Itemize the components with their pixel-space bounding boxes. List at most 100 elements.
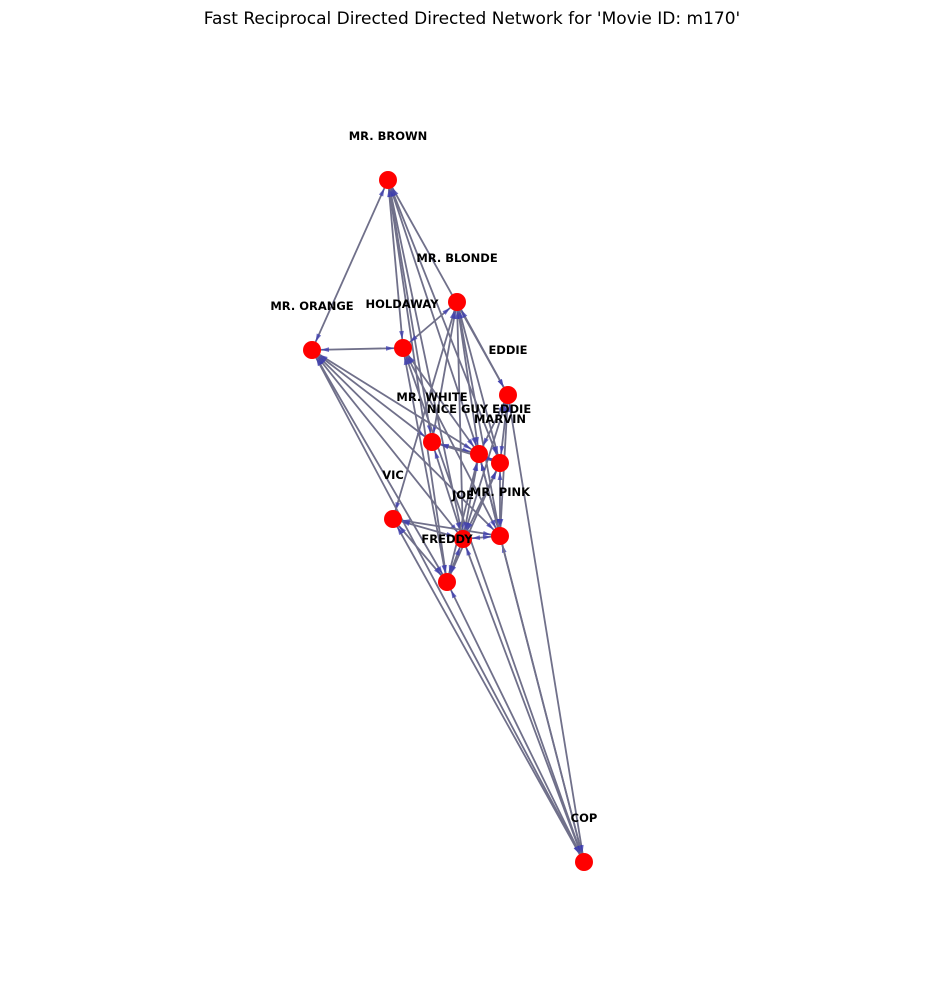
node-nice_guy_eddie bbox=[470, 445, 488, 463]
node-label-nice_guy_eddie: NICE GUY EDDIE bbox=[427, 402, 532, 416]
arrowhead-vic-joe bbox=[445, 532, 455, 537]
arrowhead-mr_pink-joe bbox=[471, 535, 481, 541]
edge-mr_brown-joe bbox=[387, 179, 464, 540]
node-label-marvin: MARVIN bbox=[474, 412, 526, 426]
edge-mr_blonde-mr_pink bbox=[456, 301, 501, 537]
node-holdaway bbox=[394, 339, 412, 357]
arrowhead-holdaway-freddy bbox=[441, 564, 447, 574]
edge-mr_brown-freddy bbox=[387, 179, 448, 583]
arrowhead-mr_pink-eddie bbox=[504, 403, 510, 413]
arrowhead-mr_orange-mr_brown bbox=[378, 188, 385, 197]
arrowhead-mr_brown-nice_guy_eddie bbox=[471, 437, 477, 446]
arrowhead-joe-mr_pink bbox=[482, 534, 492, 540]
edge-eddie-joe bbox=[462, 394, 509, 540]
node-label-vic: VIC bbox=[382, 468, 404, 482]
arrowhead-joe-marvin bbox=[490, 471, 497, 480]
arrowhead-freddy-nice_guy_eddie bbox=[472, 462, 478, 472]
node-cop bbox=[575, 853, 593, 871]
arrowhead-mr_orange-mr_pink bbox=[486, 522, 494, 530]
arrowhead-mr_orange-holdaway bbox=[385, 345, 395, 351]
arrowhead-cop-joe bbox=[466, 547, 472, 556]
edge-mr_orange-mr_white bbox=[311, 349, 433, 443]
edge-freddy-cop bbox=[446, 581, 585, 863]
arrowhead-vic-mr_blonde bbox=[449, 310, 455, 319]
edge-mr_brown-marvin bbox=[387, 179, 501, 464]
labels-group: MR. BROWN MR. BLONDE MR. ORANGE HOLDAWAY EDD… bbox=[270, 129, 597, 825]
edge-eddie-cop bbox=[507, 394, 585, 863]
arrowhead-holdaway-mr_pink bbox=[490, 519, 496, 529]
arrowhead-cop-freddy bbox=[450, 590, 457, 599]
edge-mr_orange-nice_guy_eddie bbox=[311, 349, 480, 455]
arrowhead-freddy-joe bbox=[454, 547, 460, 556]
arrowhead-mr_orange-nice_guy_eddie bbox=[463, 442, 472, 450]
edge-holdaway-nice_guy_eddie bbox=[402, 347, 480, 455]
arrowhead-mr_pink-marvin bbox=[497, 472, 503, 480]
arrowhead-eddie-nice_guy_eddie bbox=[482, 437, 489, 446]
arrowhead-cop-nice_guy_eddie bbox=[480, 462, 486, 472]
node-mr_blonde bbox=[448, 293, 466, 311]
edge-vic-mr_pink bbox=[392, 518, 501, 537]
node-label-freddy: FREDDY bbox=[421, 532, 473, 546]
edge-mr_brown-mr_orange bbox=[311, 179, 389, 351]
node-label-holdaway: HOLDAWAY bbox=[366, 297, 440, 311]
arrowhead-mr_pink-vic bbox=[401, 519, 411, 525]
arrowhead-joe-mr_white bbox=[434, 450, 440, 459]
edge-mr_blonde-marvin bbox=[456, 301, 501, 464]
arrowhead-mr_brown-holdaway bbox=[399, 330, 404, 340]
arrowhead-holdaway-nice_guy_eddie bbox=[467, 438, 474, 447]
arrowhead-nice_guy_eddie-holdaway bbox=[408, 355, 415, 364]
edge-mr_blonde-nice_guy_eddie bbox=[456, 301, 480, 455]
arrowhead-holdaway-mr_blonde bbox=[442, 307, 451, 315]
arrowhead-mr_blonde-eddie bbox=[497, 378, 504, 388]
node-label-mr_brown: MR. BROWN bbox=[349, 129, 428, 143]
arrowhead-mr_blonde-marvin bbox=[493, 445, 498, 455]
nodes-group bbox=[303, 171, 593, 871]
node-vic bbox=[384, 510, 402, 528]
arrowhead-freddy-vic bbox=[398, 525, 406, 534]
edge-mr_blonde-eddie bbox=[456, 301, 509, 396]
node-mr_pink bbox=[491, 527, 509, 545]
node-label-joe: JOE bbox=[451, 488, 474, 502]
node-freddy bbox=[438, 573, 456, 591]
arrowhead-cop-eddie bbox=[508, 403, 514, 413]
arrowhead-nice_guy_eddie-joe bbox=[463, 521, 469, 531]
edge-nice_guy_eddie-cop bbox=[478, 453, 585, 863]
edge-mr_orange-freddy bbox=[311, 349, 448, 583]
arrowhead-mr_blonde-nice_guy_eddie bbox=[474, 436, 479, 446]
arrowhead-mr_brown-mr_orange bbox=[315, 333, 322, 342]
edge-vic-cop bbox=[392, 518, 585, 863]
node-mr_white bbox=[423, 433, 441, 451]
arrowhead-vic-mr_pink bbox=[482, 530, 492, 536]
edges-group bbox=[311, 179, 585, 863]
edge-mr_orange-cop bbox=[311, 349, 585, 863]
arrowhead-vic-freddy bbox=[434, 567, 442, 576]
node-eddie bbox=[499, 386, 517, 404]
arrowhead-mr_white-joe bbox=[455, 522, 461, 531]
arrowhead-marvin-mr_pink bbox=[497, 519, 503, 527]
node-label-mr_white: MR. WHITE bbox=[396, 390, 467, 404]
edge-holdaway-mr_pink bbox=[402, 347, 501, 537]
arrowhead-mr_blonde-holdaway bbox=[409, 335, 418, 343]
node-mr_orange bbox=[303, 341, 321, 359]
arrowhead-nice_guy_eddie-cop bbox=[577, 844, 583, 854]
arrowhead-marvin-mr_white bbox=[440, 444, 449, 450]
arrowhead-eddie-mr_blonde bbox=[461, 309, 468, 319]
edge-holdaway-freddy bbox=[402, 347, 448, 583]
chart-title: Fast Reciprocal Directed Directed Networ… bbox=[204, 9, 740, 29]
node-mr_brown bbox=[379, 171, 397, 189]
arrowhead-mr_pink-mr_blonde bbox=[457, 310, 463, 320]
arrowhead-holdaway-mr_orange bbox=[320, 347, 330, 353]
edge-mr_brown-holdaway bbox=[387, 179, 404, 349]
edge-mr_brown-nice_guy_eddie bbox=[387, 179, 480, 455]
edge-joe-cop bbox=[462, 538, 585, 863]
edge-mr_brown-mr_white bbox=[387, 179, 433, 443]
arrowhead-joe-freddy bbox=[450, 565, 456, 574]
arrowhead-joe-eddie bbox=[500, 403, 506, 412]
arrowhead-eddie-mr_brown bbox=[392, 187, 399, 197]
node-label-mr_orange: MR. ORANGE bbox=[270, 299, 353, 313]
node-label-cop: COP bbox=[571, 811, 598, 825]
node-label-mr_pink: MR. PINK bbox=[470, 485, 531, 499]
edge-mr_orange-joe bbox=[311, 349, 464, 540]
arrowhead-cop-holdaway bbox=[405, 356, 411, 365]
arrowhead-cop-vic bbox=[397, 526, 404, 536]
